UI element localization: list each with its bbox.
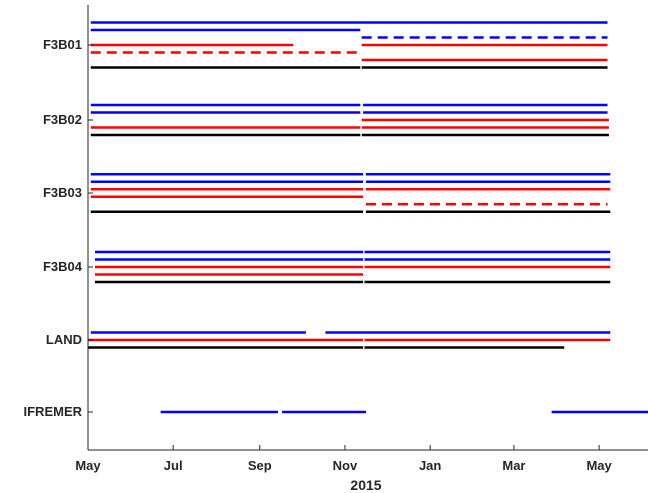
series-lines [88,21,648,414]
x-tick-label: May [586,458,612,473]
row-f3b04 [94,250,611,284]
row-land [88,331,611,349]
x-tick-label: Sep [248,458,272,473]
row-f3b01 [90,21,608,69]
x-tick-label: Nov [333,458,358,473]
y-tick-label: F3B03 [43,185,82,200]
x-tick-label: May [75,458,101,473]
axes: May Jul Sep Nov Jan Mar May F3B01 F3B02 F3B03 F3B0… [24,5,648,473]
row-f3b03 [90,172,611,214]
x-tick-label: Mar [502,458,525,473]
y-tick-label: F3B01 [43,37,82,52]
x-tick-label: Jan [419,458,441,473]
x-tick-label: Jul [164,458,183,473]
y-tick-label: F3B02 [43,112,82,127]
x-axis-title: 2015 [350,477,381,493]
row-f3b02 [90,103,609,137]
y-tick-label: IFREMER [24,404,83,419]
y-tick-label: F3B04 [43,259,83,274]
y-tick-label: LAND [46,332,82,347]
